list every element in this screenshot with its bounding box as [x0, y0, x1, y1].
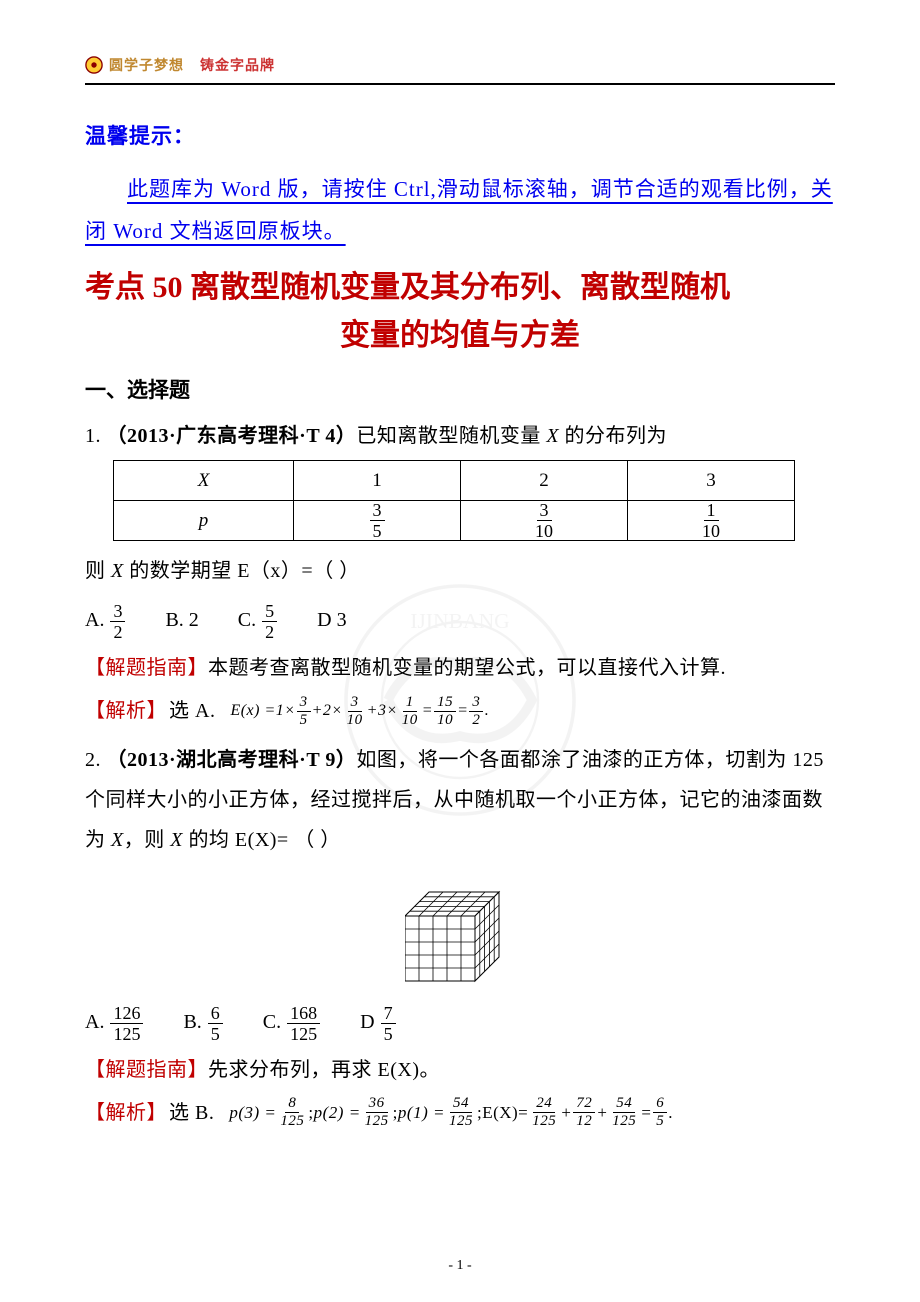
topic-title: 考点 50 离散型随机变量及其分布列、离散型随机 变量的均值与方差	[85, 264, 835, 360]
table-cell: 110	[628, 501, 795, 541]
table-cell: 35	[294, 501, 461, 541]
q2-option-a: A. 126125	[85, 1000, 144, 1044]
tip-body: 此题库为 Word 版，请按住 Ctrl,滑动鼠标滚轴，调节合适的观看比例，关闭…	[85, 168, 835, 252]
tip-heading: 温馨提示：	[85, 120, 835, 150]
q1-stem-suffix: 已知离散型随机变量 X 的分布列为	[356, 425, 667, 447]
page-number: - 1 -	[0, 1258, 920, 1274]
table-row: p 35 310 110	[114, 501, 795, 541]
table-row: X 1 2 3	[114, 461, 795, 501]
q2-cube-figure	[85, 868, 835, 988]
q1-formula: E(x) = 1×35 + 2×310 + 3×110 = 1510 = 32 …	[230, 693, 488, 730]
q1-option-a: A. 32	[85, 598, 126, 642]
q2-stem: 2. （2013·湖北高考理科·T 9）如图，将一个各面都涂了油漆的正方体，切割…	[85, 740, 835, 860]
table-cell: 1	[294, 461, 461, 501]
q2-number: 2.	[85, 749, 101, 771]
brand-header: 圆学子梦想 铸金字品牌	[85, 55, 835, 75]
header-divider	[85, 83, 835, 85]
q1-post-table: 则 X 的数学期望 E（x）=（ ）	[85, 551, 835, 591]
q1-option-b: B. 2	[165, 598, 198, 642]
q1-source: （2013·广东高考理科·T 4）	[107, 425, 357, 447]
q1-analysis: 【解析】 选 A. E(x) = 1×35 + 2×310 + 3×110 = …	[85, 688, 835, 734]
q1-number: 1.	[85, 425, 101, 447]
q1-options: A. 32 B. 2 C. 52 D 3	[85, 597, 835, 642]
brand-logo-icon	[85, 56, 103, 74]
q1-guide-text: 本题考查离散型随机变量的期望公式，可以直接代入计算.	[208, 657, 726, 679]
q2-formula: p(3) = 8125; p(2) = 36125; p(1) = 54125;…	[229, 1093, 673, 1132]
guide-label: 【解题指南】	[85, 1059, 208, 1081]
q1-option-d: D 3	[317, 598, 346, 642]
section-heading-choice: 一、选择题	[85, 374, 835, 404]
q1-distribution-table: X 1 2 3 p 35 310 110	[113, 460, 795, 541]
q2-option-c: C. 168125	[263, 1000, 321, 1044]
brand-text-red: 铸金字品牌	[200, 55, 275, 75]
topic-line2: 变量的均值与方差	[85, 312, 835, 360]
q2-option-b: B. 65	[183, 1000, 223, 1044]
table-cell: 3	[628, 461, 795, 501]
analysis-label: 【解析】	[85, 688, 167, 734]
table-cell: p	[114, 501, 294, 541]
guide-label: 【解题指南】	[85, 657, 208, 679]
table-cell: 310	[461, 501, 628, 541]
q1-stem: 1. （2013·广东高考理科·T 4）已知离散型随机变量 X 的分布列为	[85, 416, 835, 456]
analysis-label: 【解析】	[85, 1090, 167, 1136]
q2-guide: 【解题指南】先求分布列，再求 E(X)。	[85, 1050, 835, 1090]
topic-line1: 考点 50 离散型随机变量及其分布列、离散型随机	[85, 271, 730, 304]
table-cell: X	[114, 461, 294, 501]
q2-analysis-prefix: 选 B.	[169, 1090, 214, 1136]
brand-text-gold: 圆学子梦想	[109, 55, 184, 75]
q1-analysis-prefix: 选 A.	[169, 688, 215, 734]
q1-guide: 【解题指南】本题考查离散型随机变量的期望公式，可以直接代入计算.	[85, 648, 835, 688]
q2-options: A. 126125 B. 65 C. 168125 D 75	[85, 998, 835, 1043]
q2-source: （2013·湖北高考理科·T 9）	[107, 749, 357, 771]
q2-option-d: D 75	[360, 1000, 396, 1044]
q2-guide-text: 先求分布列，再求 E(X)。	[208, 1059, 440, 1081]
q1-option-c: C. 52	[238, 598, 278, 642]
q2-analysis: 【解析】 选 B. p(3) = 8125; p(2) = 36125; p(1…	[85, 1090, 835, 1136]
table-cell: 2	[461, 461, 628, 501]
